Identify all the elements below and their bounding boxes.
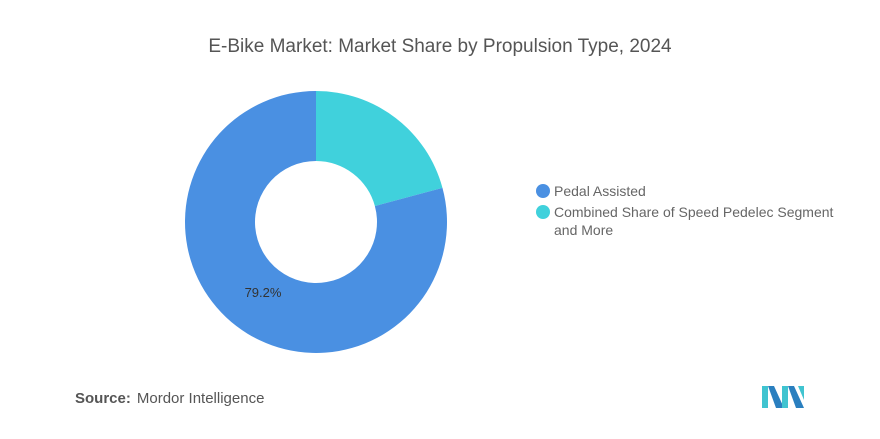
legend-label: Pedal Assisted — [554, 183, 646, 199]
legend-item-pedal-assisted: Pedal Assisted — [536, 182, 836, 200]
source-value: Mordor Intelligence — [136, 390, 265, 407]
source-label: Source: — [75, 390, 131, 407]
data-label: 79.2% — [245, 285, 282, 300]
mordor-logo-icon — [762, 386, 804, 408]
legend-swatch — [536, 205, 550, 219]
legend-swatch — [536, 184, 550, 198]
source-note: Source: Mordor Intelligence — [75, 390, 264, 407]
legend-item-speed-pedelec: Combined Share of Speed Pedelec Segment … — [536, 203, 836, 239]
chart-title: E-Bike Market: Market Share by Propulsio… — [208, 36, 672, 57]
legend: Pedal Assisted Combined Share of Speed P… — [536, 182, 836, 242]
legend-label: Combined Share of Speed Pedelec Segment … — [554, 204, 834, 238]
donut-slice — [316, 91, 443, 207]
donut-slice — [185, 91, 448, 353]
